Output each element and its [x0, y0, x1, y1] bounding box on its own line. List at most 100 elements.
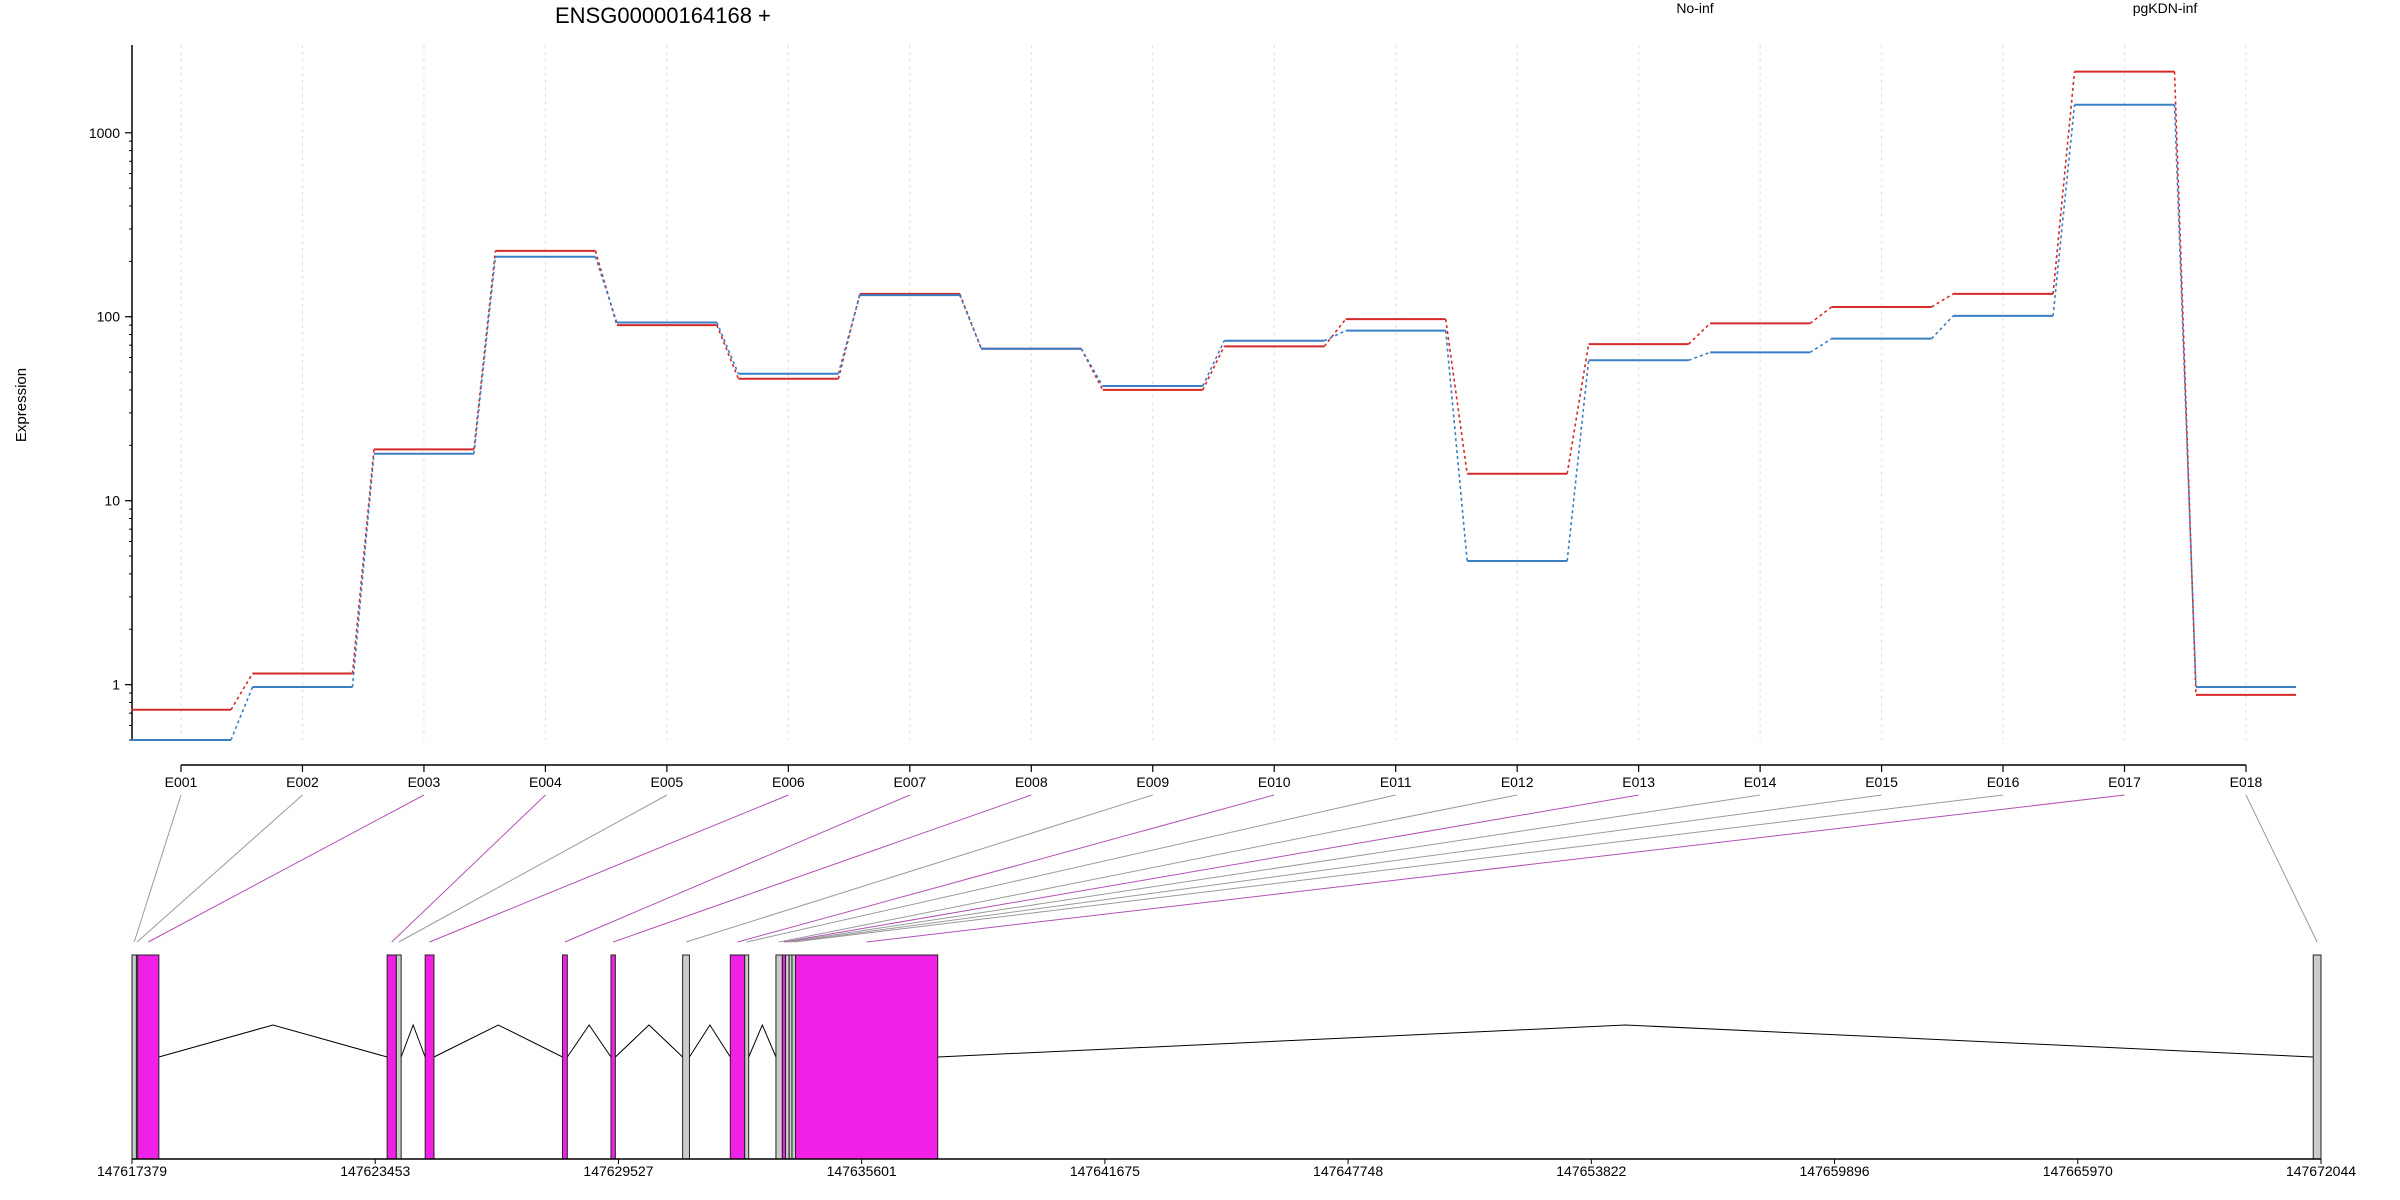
series-2-connector: [351, 453, 375, 688]
genome-axis-label: 147653822: [1556, 1163, 1626, 1179]
series-1-connector: [594, 250, 618, 326]
intron: [566, 1024, 612, 1058]
exon-link: [398, 794, 668, 943]
exon-box: [775, 954, 783, 1160]
exon-link: [685, 794, 1153, 943]
series-2-connector: [716, 322, 740, 375]
exon-link: [136, 794, 303, 943]
exon-box: [386, 954, 397, 1160]
exon-box: [2312, 954, 2322, 1160]
series-2-connector: [230, 686, 254, 741]
x-tick-label: E013: [1622, 774, 1655, 790]
legend-series-2: pgKDN-inf: [2133, 0, 2198, 16]
series-1-connector: [716, 324, 740, 380]
intron: [615, 1024, 683, 1058]
series-1-connector: [1809, 306, 1833, 325]
series-2-connector: [837, 294, 861, 374]
series-1-connector: [1931, 293, 1954, 308]
grid-layer: [180, 45, 2247, 740]
genome-axis-label: 147635601: [827, 1163, 897, 1179]
exon-link: [790, 794, 1882, 943]
intron: [937, 1024, 2314, 1058]
x-tick-label: E005: [651, 774, 684, 790]
series-2-connector: [959, 294, 983, 350]
genome-axis-label: 147647748: [1313, 1163, 1383, 1179]
exon-box: [795, 954, 939, 1160]
x-tick-label: E003: [408, 774, 441, 790]
series-1-connector: [1688, 322, 1711, 345]
series-1-connector: [2052, 71, 2076, 295]
x-tick-label: E009: [1136, 774, 1169, 790]
intron: [400, 1023, 426, 1058]
genome-axis-label: 147623453: [340, 1163, 410, 1179]
exon-box: [395, 954, 402, 1160]
x-tick-label: E016: [1987, 774, 2020, 790]
x-tick-label: E017: [2108, 774, 2141, 790]
intron: [433, 1024, 563, 1058]
series-2-connector: [1202, 340, 1225, 387]
exon-link: [737, 794, 1275, 943]
x-tick-label: E004: [529, 774, 562, 790]
series-1-connector: [351, 449, 375, 674]
intron: [158, 1024, 388, 1058]
genome-axis-label: 147641675: [1070, 1163, 1140, 1179]
genome-axis-label: 147665970: [2043, 1163, 2113, 1179]
axes-layer: 1 10 100 1000 E001 E002 E003 E004 E005 E006 E007 E0…: [89, 45, 2263, 790]
genome-axis-label: 147659896: [1800, 1163, 1870, 1179]
exon-link: [429, 794, 789, 943]
series-1-connector: [1444, 319, 1468, 474]
series-2-connector: [1080, 348, 1104, 387]
exon-link: [133, 794, 182, 943]
gene-model-layer: 147617379 147623453 147629527 147635601 1476…: [97, 954, 2356, 1179]
exon-link-layer: [133, 794, 2318, 943]
exon-box: [137, 954, 160, 1160]
series-1-connector: [230, 673, 254, 711]
series-2-connector: [1688, 351, 1711, 361]
exon-box: [785, 954, 790, 1160]
exon-box: [562, 954, 568, 1160]
genome-axis-label: 147629527: [583, 1163, 653, 1179]
genome-axis-label: 147672044: [2286, 1163, 2356, 1179]
x-tick-label: E014: [1744, 774, 1777, 790]
exon-link: [787, 794, 1761, 943]
series-1-connector: [959, 293, 983, 350]
x-tick-label: E012: [1501, 774, 1534, 790]
exon-link: [564, 794, 911, 943]
y-tick-label: 10: [104, 493, 120, 509]
exon-box: [791, 954, 797, 1160]
y-tick-label: 1: [112, 677, 120, 693]
x-tick-label: E018: [2230, 774, 2263, 790]
series-2-connector: [1323, 329, 1347, 342]
exon-box: [424, 954, 435, 1160]
legend-series-1: No-inf: [1676, 0, 1713, 16]
exon-link: [148, 794, 425, 943]
exon-box: [610, 954, 616, 1160]
y-tick-label: 1000: [89, 125, 120, 141]
series-2-connector: [1930, 315, 1954, 340]
chart-title: ENSG00000164168 +: [555, 3, 771, 28]
exon-box: [729, 954, 746, 1160]
series-1-connector: [1202, 346, 1225, 391]
x-tick-label: E001: [165, 774, 198, 790]
exon-link: [746, 794, 1396, 943]
exon-link: [2245, 794, 2318, 943]
series-2-connector: [594, 256, 618, 323]
x-tick-label: E008: [1015, 774, 1048, 790]
exon-box: [131, 954, 137, 1160]
genome-axis-label: 147617379: [97, 1163, 167, 1179]
y-axis-label: Expression: [13, 368, 30, 442]
exon-box: [744, 954, 750, 1160]
x-tick-label: E007: [893, 774, 926, 790]
x-tick-label: E015: [1865, 774, 1898, 790]
series-1-connector: [2173, 71, 2197, 695]
series-2-connector: [1809, 337, 1833, 354]
x-tick-label: E006: [772, 774, 805, 790]
exon-link: [779, 794, 1518, 943]
series-2-connector: [2052, 104, 2076, 317]
series-layer: [131, 70, 2296, 741]
x-tick-label: E010: [1258, 774, 1291, 790]
exon-link: [793, 794, 2004, 943]
exon-link: [391, 794, 546, 943]
x-tick-label: E011: [1380, 774, 1412, 790]
